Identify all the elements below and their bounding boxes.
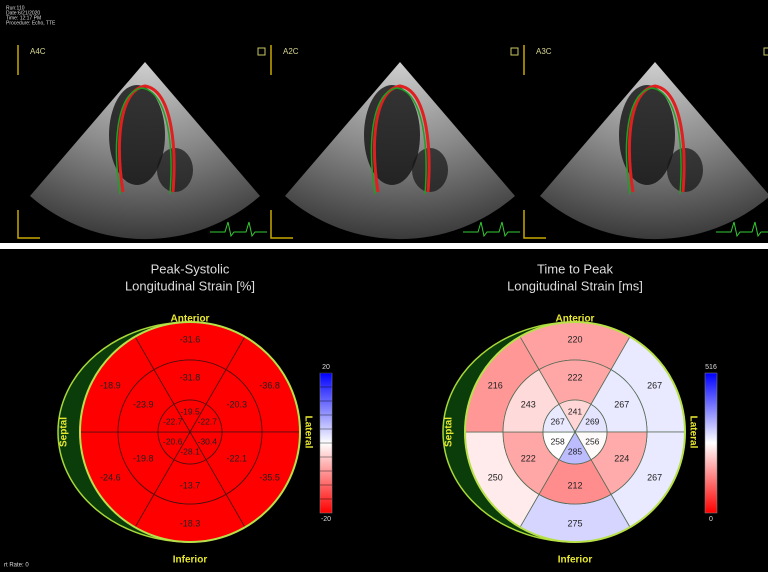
segment-value: -36.8 — [259, 380, 280, 390]
segment — [542, 403, 576, 433]
outline — [79, 321, 301, 543]
segment-value: 250 — [488, 472, 503, 482]
orientation-label: Anterior — [556, 314, 595, 325]
segment-value: -19.8 — [133, 453, 154, 463]
ecg — [716, 221, 768, 238]
segment-value: -24.6 — [100, 472, 121, 482]
info-line: Time: 12:17 PM — [6, 15, 41, 21]
bullseyes: Peak-Systolic Longitudinal Strain [%] -31.… — [57, 261, 718, 566]
bracket — [17, 45, 40, 239]
segment-value: 258 — [551, 436, 565, 446]
view-label: A3C — [536, 47, 552, 56]
panel-title: Longitudinal Strain [ms] — [507, 278, 643, 293]
segment-value: 212 — [567, 480, 582, 490]
view-marker — [257, 47, 266, 56]
panel-title: Time to Peak — [537, 261, 614, 276]
bracket — [270, 45, 293, 239]
segment-value: 267 — [647, 472, 662, 482]
view-marker — [510, 47, 519, 56]
endo-trace — [118, 84, 176, 193]
colorbar — [704, 372, 718, 514]
epi-trace — [625, 87, 682, 195]
segment-value: 241 — [568, 406, 582, 416]
bracket — [523, 45, 546, 239]
info-line: Procedure: Echo, TTE — [6, 20, 56, 26]
outline — [464, 321, 686, 543]
segment-value: -18.9 — [100, 380, 121, 390]
info-line: Date:6/21/2020 — [6, 10, 40, 16]
segment-value: -20.3 — [227, 399, 248, 409]
segment-value: -22.7 — [163, 416, 183, 426]
orientation-label: Inferior — [173, 555, 208, 566]
info-line: Run:110 — [6, 5, 25, 11]
view-label: A4C — [30, 47, 46, 56]
segment-value: -22.7 — [198, 416, 218, 426]
segment-value: -31.6 — [180, 334, 201, 344]
orientation-label: Septal — [59, 417, 70, 447]
segment-value: 267 — [614, 399, 629, 409]
study-info: Run:110 Date:6/21/2020 Time: 12:17 PM Pr… — [6, 5, 56, 26]
segment-value: 285 — [568, 446, 582, 456]
segment-value: -20.6 — [163, 436, 183, 446]
endo-trace — [628, 84, 686, 193]
segment-value: 222 — [521, 453, 536, 463]
orientation-label: Inferior — [558, 555, 593, 566]
segment-value: -30.4 — [198, 436, 218, 446]
orientation-label: Lateral — [302, 416, 313, 449]
endo-trace — [373, 84, 431, 193]
scale-min: 0 — [709, 516, 713, 523]
segment-value: 222 — [567, 372, 582, 382]
segment-value: 216 — [488, 380, 503, 390]
segment-value: -23.9 — [133, 399, 154, 409]
segment-value: -18.3 — [180, 518, 201, 528]
segment-value: -13.7 — [180, 480, 201, 490]
segment-value: 267 — [551, 416, 565, 426]
panel-title: Longitudinal Strain [%] — [125, 278, 255, 293]
segment-value: 256 — [585, 436, 599, 446]
epi-trace — [370, 87, 427, 195]
segment-value: 243 — [521, 399, 536, 409]
segment-value: 269 — [585, 416, 599, 426]
segment-value: 224 — [614, 453, 629, 463]
footer: rt Rate: 0 — [4, 563, 29, 569]
ecg — [463, 221, 520, 238]
panel-title: Peak-Systolic — [151, 261, 230, 276]
segment-value: -22.1 — [227, 453, 248, 463]
segment-value: -31.8 — [180, 372, 201, 382]
segment-value: 275 — [567, 518, 582, 528]
segment-value: -28.1 — [180, 446, 200, 456]
view-label: A2C — [283, 47, 299, 56]
scale-max: 20 — [322, 364, 330, 371]
scale-max: 516 — [705, 364, 717, 371]
segment-value: 267 — [647, 380, 662, 390]
scale-min: -20 — [321, 516, 331, 523]
orientation-label: Lateral — [687, 416, 698, 449]
segment-value: -19.5 — [180, 406, 200, 416]
orientation-label: Septal — [444, 417, 455, 447]
orientation-label: Anterior — [171, 314, 210, 325]
epi-trace — [115, 87, 172, 195]
segment — [157, 403, 191, 433]
segment-value: -35.5 — [259, 472, 280, 482]
echo-views: A4C A2C A3C — [17, 45, 768, 240]
segment-value: 220 — [567, 334, 582, 344]
ecg — [210, 221, 267, 238]
